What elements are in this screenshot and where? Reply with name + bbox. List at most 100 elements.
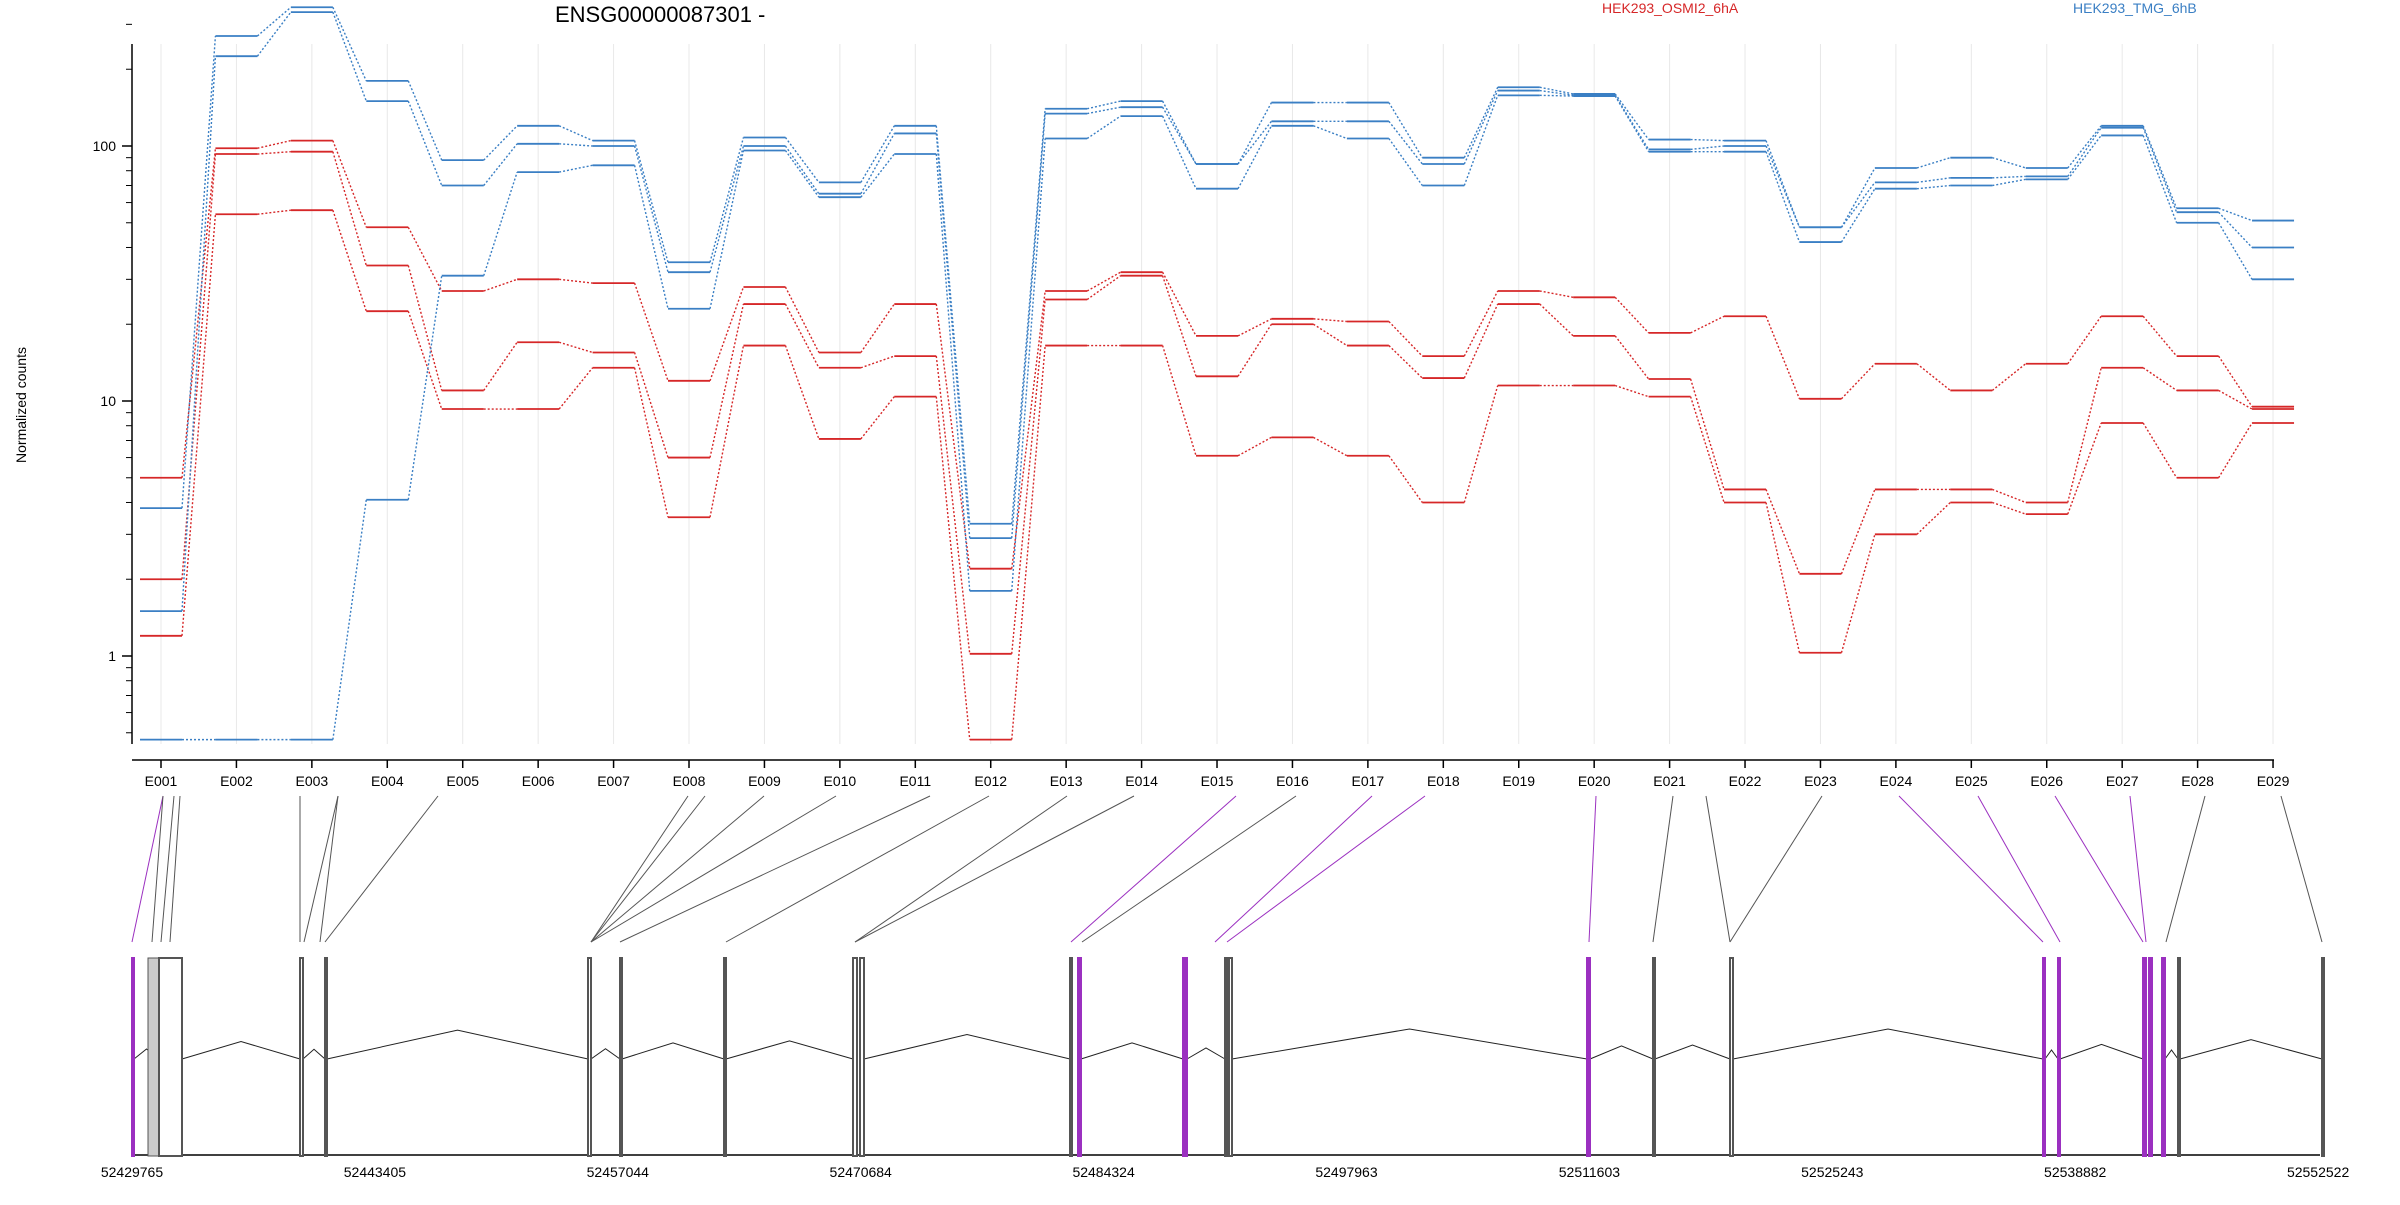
data-connector [1992, 488, 2027, 504]
data-connector [1916, 156, 1951, 169]
data-connector [559, 143, 593, 147]
exon-connector [2280, 795, 2323, 943]
data-connector [483, 278, 518, 292]
intron [2059, 1043, 2144, 1060]
data-connector [633, 165, 669, 309]
coordinate-label: 52443405 [344, 1164, 407, 1180]
data-connector [1840, 489, 1876, 575]
data-connector [633, 367, 669, 518]
x-tick-label-e006: E006 [522, 773, 555, 789]
data-connector [784, 137, 820, 183]
data-connector [407, 265, 443, 391]
data-connector [860, 355, 895, 369]
exon-connector [854, 795, 1068, 943]
data-connector [2067, 367, 2102, 503]
data-connector [257, 150, 291, 155]
data-connector [558, 341, 593, 354]
data-connector [1992, 175, 2026, 179]
exon-rect [324, 957, 328, 1157]
x-tick-label-e026: E026 [2030, 773, 2063, 789]
data-connector [2142, 367, 2178, 392]
exon-connector [1588, 795, 1597, 943]
data-connector [784, 345, 820, 440]
data-connector [407, 275, 443, 500]
legend-entry-tmg: HEK293_TMG_6hB [2073, 0, 2197, 16]
data-connector [860, 153, 895, 198]
x-tick-label-e004: E004 [371, 773, 404, 789]
data-connector [332, 6, 367, 82]
data-connector [1237, 436, 1272, 457]
data-connector [1388, 455, 1423, 503]
data-connector [1313, 125, 1348, 140]
data-connector [1991, 363, 2027, 391]
data-connector [1916, 177, 1951, 184]
exon-rect [2042, 957, 2046, 1157]
data-connector [407, 310, 443, 410]
x-tick-label-e028: E028 [2181, 773, 2214, 789]
y-tick-label: 10 [100, 393, 116, 409]
series-1 [140, 139, 2295, 570]
data-connector [2067, 125, 2102, 169]
intron [725, 1040, 854, 1060]
data-connector [1463, 95, 1499, 186]
exon-rect [723, 957, 727, 1157]
x-tick-label-e027: E027 [2106, 773, 2139, 789]
data-connector [1539, 94, 1574, 97]
data-connector [559, 164, 593, 173]
data-connector [1765, 145, 1801, 228]
data-connector [1237, 318, 1272, 337]
exon-connector [169, 795, 181, 943]
intron [181, 1041, 301, 1060]
data-connector [1161, 100, 1197, 165]
data-connector [2067, 315, 2102, 365]
data-connector [2067, 135, 2102, 180]
data-connector [2218, 355, 2253, 408]
exon-rect [1652, 957, 1656, 1157]
data-connector [407, 226, 443, 292]
data-connector [1539, 303, 1574, 337]
data-connector [332, 140, 367, 228]
data-connector [1463, 290, 1499, 357]
coordinate-label: 52470684 [830, 1164, 893, 1180]
x-tick-label-e015: E015 [1201, 773, 1234, 789]
data-connector [1614, 335, 1650, 380]
data-connector [1840, 534, 1876, 653]
data-connector [1011, 290, 1046, 569]
exon-rect [1586, 957, 1591, 1157]
data-connector [1765, 502, 1801, 653]
x-tick-label-e001: E001 [145, 773, 178, 789]
data-connector [2142, 125, 2178, 209]
data-connector [256, 11, 292, 57]
data-connector [1086, 115, 1121, 140]
data-connector [1011, 113, 1046, 539]
y-axis-label: Normalized counts [13, 347, 29, 463]
intron [1654, 1044, 1731, 1060]
data-connector [181, 214, 217, 636]
x-tick-label-e025: E025 [1955, 773, 1988, 789]
data-connector [709, 286, 745, 382]
x-tick-label-e016: E016 [1276, 773, 1309, 789]
x-tick-label-e017: E017 [1352, 773, 1385, 789]
data-connector [1690, 138, 1725, 142]
coordinate-label: 52525243 [1801, 1164, 1864, 1180]
data-connector [181, 148, 217, 478]
intron [326, 1029, 589, 1060]
y-tick-label: 1 [108, 648, 116, 664]
data-connector [784, 145, 820, 195]
data-connector [1388, 120, 1423, 165]
data-connector [1463, 303, 1499, 379]
intron [1732, 1028, 2044, 1060]
coordinate-label: 52457044 [587, 1164, 650, 1180]
data-connector [1388, 102, 1423, 159]
x-ticks: E001 E002 E003 E004 E005 E006 E007 E008 E009 E010… [145, 760, 2290, 789]
genomic-coordinates: 52429765 52443405 52457044 52470684 52484324… [101, 1164, 2350, 1180]
x-tick-label-e019: E019 [1502, 773, 1535, 789]
intron [863, 1034, 1071, 1060]
intron [302, 1048, 326, 1060]
data-connector [860, 303, 895, 353]
data-connector [935, 303, 971, 569]
data-connector [2142, 315, 2178, 357]
intron [1186, 1047, 1226, 1060]
axes [131, 44, 2274, 761]
